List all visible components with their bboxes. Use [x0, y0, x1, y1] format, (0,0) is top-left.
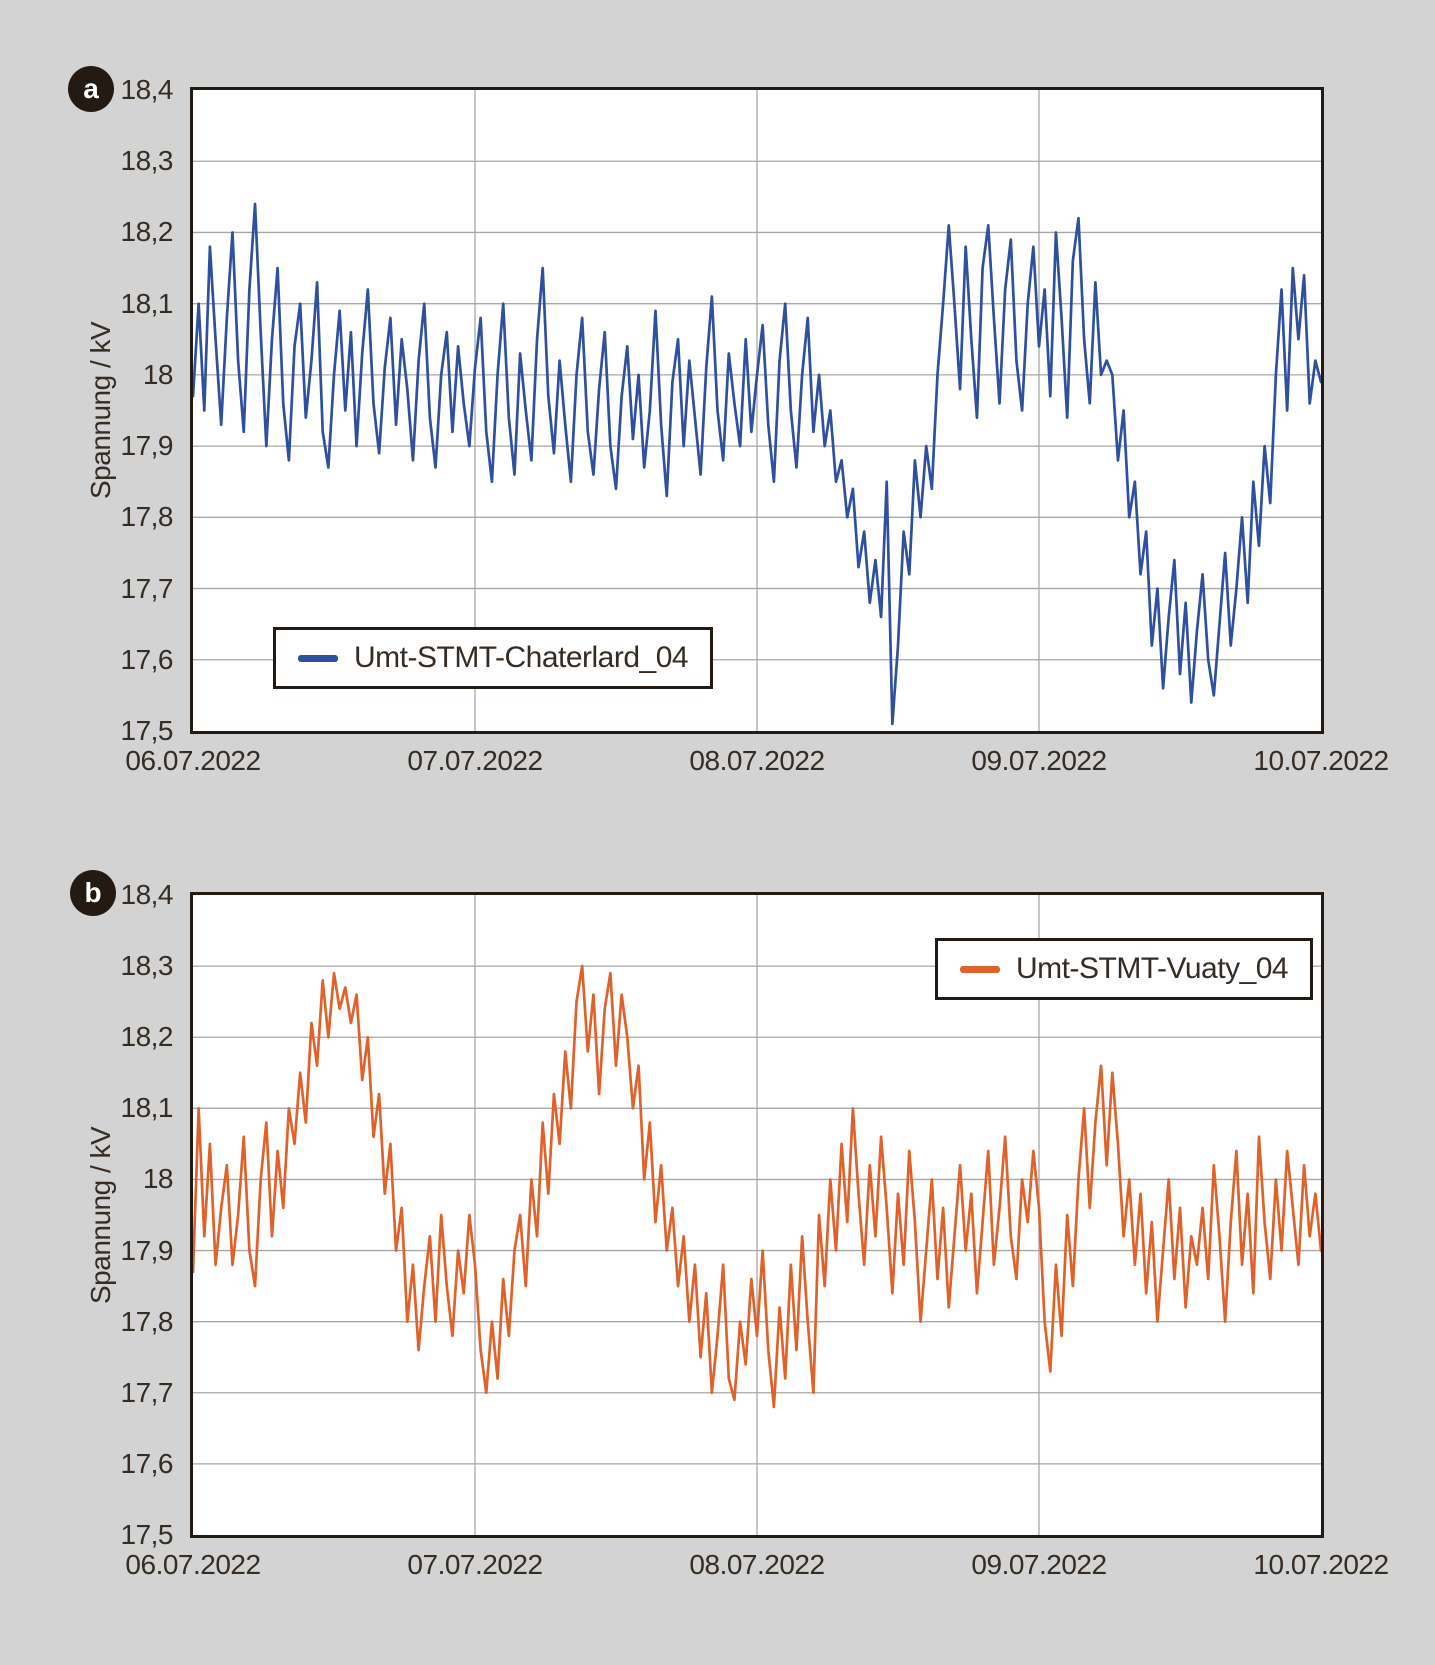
x-tick-label: 09.07.2022: [971, 1549, 1107, 1580]
legend-line-swatch-b: [960, 965, 1000, 973]
x-tick-label: 10.07.2022: [1253, 745, 1389, 776]
chart-panel-a: Spannung / kV 18,4 18,3 18,2 18,1 18 17,9 17,8…: [85, 74, 1389, 776]
legend-a: Umt-STMT-Chaterlard_04: [273, 627, 714, 689]
x-tick-label: 07.07.2022: [407, 1549, 543, 1580]
legend-b: Umt-STMT-Vuaty_04: [935, 938, 1314, 1000]
x-tick-label: 09.07.2022: [971, 745, 1107, 776]
chart-panel-b: Spannung / kV 18,4 18,3 18,2 18,1 18 17,9 17,8…: [85, 879, 1389, 1580]
x-tick-label: 10.07.2022: [1253, 1549, 1389, 1580]
data-line-b: [193, 964, 1321, 1409]
x-tick-label: 08.07.2022: [689, 745, 825, 776]
legend-label-b: Umt-STMT-Vuaty_04: [1016, 952, 1289, 985]
legend-line-swatch-a: [298, 654, 338, 662]
x-tick-label: 07.07.2022: [407, 745, 543, 776]
y-axis-title-a: Spannung / kV: [85, 321, 116, 500]
legend-label-a: Umt-STMT-Chaterlard_04: [354, 641, 689, 674]
y-axis-title-b: Spannung / kV: [85, 1126, 116, 1304]
x-tick-label: 06.07.2022: [125, 745, 261, 776]
x-tick-label: 06.07.2022: [125, 1549, 261, 1580]
x-tick-label: 08.07.2022: [689, 1549, 825, 1580]
panel-a-badge: a: [68, 66, 114, 112]
line-chart-b: [193, 895, 1321, 1535]
data-line-a: [193, 202, 1321, 726]
panel-b-badge: b: [70, 870, 116, 916]
